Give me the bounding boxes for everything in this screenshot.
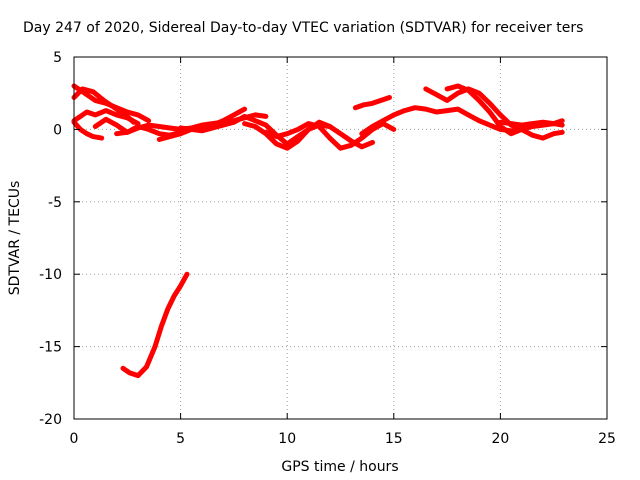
series-line-track-12 [359,105,525,137]
chart-title: Day 247 of 2020, Sidereal Day-to-day VTE… [23,20,583,36]
series-layer [71,83,565,379]
x-tick-label: 25 [598,431,616,447]
series-line-track-4 [71,119,105,141]
y-tick-label: 5 [53,50,62,66]
x-tick-label: 5 [176,431,185,447]
x-tick-label: 10 [278,431,296,447]
series-line-track-7 [156,106,248,142]
x-tick-label: 0 [70,431,79,447]
series-line-track-14 [444,83,565,141]
x-tick-label: 20 [491,431,509,447]
x-axis-title: GPS time / hours [281,459,398,475]
series-line-track-3 [71,108,141,127]
y-tick-label: -5 [48,195,62,211]
series-line-track-16 [120,271,190,379]
plot-frame [73,56,608,420]
x-tick-label: 15 [385,431,403,447]
series-line-track-15 [497,118,565,128]
series-line-track-11 [352,95,392,111]
ticks [73,56,608,420]
tick-labels: 0 5 10 15 20 25 -20 -15 -10 -5 0 5 [39,50,616,447]
y-tick-label: -10 [39,267,62,283]
y-axis-title: SDTVAR / TECUs [7,181,23,296]
grid [74,57,607,419]
y-tick-label: 0 [53,122,62,138]
y-tick-label: -15 [39,340,62,356]
y-tick-label: -20 [39,412,62,428]
series-line-track-13 [423,86,565,132]
